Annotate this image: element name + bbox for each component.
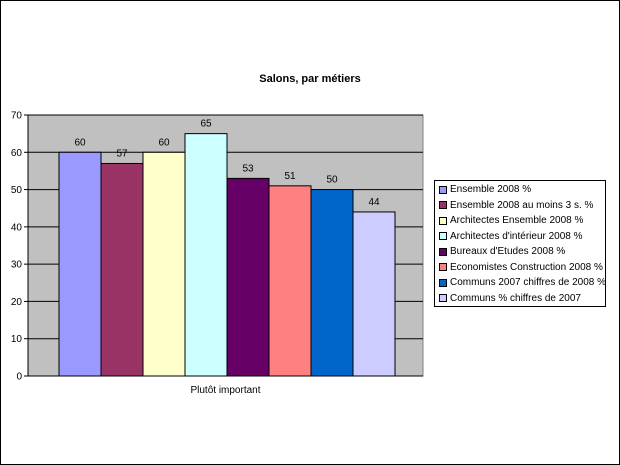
x-category-label: Plutôt important <box>190 385 260 396</box>
legend-item: Ensemble 2008 au moins 3 s. % <box>439 198 605 214</box>
legend-swatch <box>439 185 447 194</box>
legend-item: Bureaux d'Etudes 2008 % <box>439 244 605 260</box>
bar-7 <box>310 189 354 377</box>
data-label-2: 57 <box>116 148 128 159</box>
bar-1 <box>58 151 102 377</box>
legend-item: Communs 2007 chiffres de 2008 % <box>439 275 607 291</box>
y-tick-label: 70 <box>11 111 23 122</box>
data-label-6: 51 <box>284 171 296 182</box>
legend-swatch <box>439 263 447 272</box>
legend-swatch <box>439 294 447 303</box>
legend-item: Communs % chiffres de 2007 <box>439 291 605 307</box>
legend-swatch <box>439 278 447 287</box>
y-tick-label: 20 <box>11 297 23 308</box>
y-tick-label: 10 <box>11 334 23 345</box>
legend-label: Ensemble 2008 au moins 3 s. % <box>450 199 594 211</box>
data-label-4: 65 <box>200 119 212 130</box>
data-label-3: 60 <box>158 137 170 148</box>
bar-8 <box>352 211 396 377</box>
legend-label: Communs 2007 chiffres de 2008 % <box>450 277 607 289</box>
y-tick-label: 0 <box>16 372 22 383</box>
legend-label: Architectes Ensemble 2008 % <box>450 215 584 227</box>
data-label-1: 60 <box>74 137 86 148</box>
y-tick-label: 40 <box>11 222 23 233</box>
legend-item: Architectes d'intérieur 2008 % <box>439 229 605 245</box>
legend-label: Bureaux d'Etudes 2008 % <box>450 246 566 258</box>
legend-swatch <box>439 232 447 241</box>
bar-3 <box>142 151 186 377</box>
y-tick-label: 30 <box>11 260 23 271</box>
legend-label: Communs % chiffres de 2007 <box>450 292 581 304</box>
data-label-7: 50 <box>326 175 338 186</box>
legend-label: Architectes d'intérieur 2008 % <box>450 230 583 242</box>
legend-item: Ensemble 2008 % <box>439 182 605 198</box>
legend-label: Economistes Construction 2008 % <box>450 261 603 273</box>
bar-5 <box>226 177 270 377</box>
chart-legend: Ensemble 2008 % Ensemble 2008 au moins 3 … <box>434 180 606 307</box>
legend-swatch <box>439 216 447 225</box>
legend-item: Architectes Ensemble 2008 % <box>439 213 605 229</box>
y-tick-label: 50 <box>11 185 23 196</box>
chart-title: Salons, par métiers <box>259 73 361 85</box>
data-label-5: 53 <box>242 163 254 174</box>
legend-swatch <box>439 247 447 256</box>
bar-6 <box>268 185 312 377</box>
legend-swatch <box>439 201 447 210</box>
legend-item: Economistes Construction 2008 % <box>439 260 605 276</box>
y-tick-label: 60 <box>11 148 23 159</box>
bar-2 <box>100 162 144 377</box>
data-label-8: 44 <box>368 197 380 208</box>
legend-label: Ensemble 2008 % <box>450 184 532 196</box>
bar-4 <box>184 133 228 377</box>
